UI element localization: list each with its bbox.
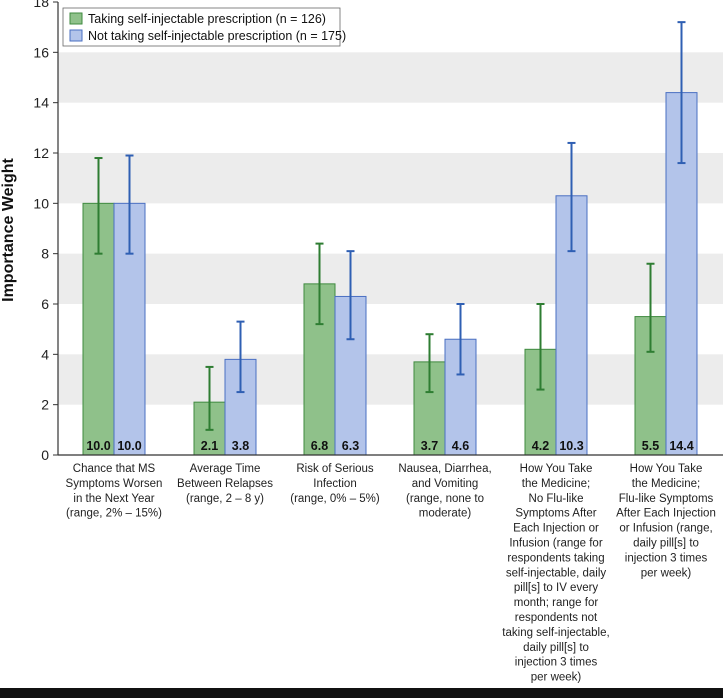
category-label-line: month; range for <box>514 597 599 609</box>
category-label: How You Take the Medicine; Flu-like Sympto… <box>616 463 716 579</box>
legend-swatch-taking <box>69 12 83 25</box>
category-label-line: Between Relapses <box>177 478 273 490</box>
category-label-line: and Vomiting <box>412 478 479 490</box>
category-label: Risk of Serious Infection (range, 0% – 5%) <box>290 463 380 505</box>
category-label-line: (range, none to <box>406 493 484 505</box>
category-label-line: daily pill[s] to <box>523 642 589 654</box>
category-label-line: Average Time <box>190 463 261 475</box>
grid-band <box>58 253 723 304</box>
category-label-line: the Medicine; <box>522 478 590 490</box>
axes-layer: 0 2 4 6 8 10 12 14 16 18 <box>33 0 723 463</box>
category-label-line: Symptoms After <box>515 508 596 520</box>
category-label-line: Flu-like Symptoms <box>619 493 714 505</box>
category-label-line: (range, 0% – 5%) <box>290 493 380 505</box>
category-label-line: Infusion (range for <box>509 538 603 550</box>
category-label-line: pill[s] to IV every <box>514 582 599 594</box>
legend-label-taking: Taking self-injectable prescription (n =… <box>88 12 326 26</box>
legend: Taking self-injectable prescription (n =… <box>62 7 346 47</box>
category-label: Average Time Between Relapses (range, 2 – … <box>177 463 273 505</box>
value-label-taking: 5.5 <box>642 439 659 453</box>
category-label-line: respondents not <box>515 612 598 624</box>
category-label-line: injection 3 times <box>625 552 708 564</box>
category-label-line: How You Take <box>630 463 703 475</box>
y-tick-label: 12 <box>33 145 49 161</box>
grid-band <box>58 52 723 103</box>
category-label: How You Take the Medicine; No Flu-like Symp… <box>502 463 609 684</box>
error-bars-layer <box>94 21 686 431</box>
grid-band <box>58 354 723 405</box>
y-tick-label: 0 <box>41 447 49 463</box>
value-label-taking: 10.0 <box>86 439 110 453</box>
y-tick-label: 2 <box>41 397 49 413</box>
value-label-taking: 6.8 <box>311 439 328 453</box>
category-label-line: Symptoms Worsen <box>66 478 163 490</box>
value-label-taking: 3.7 <box>421 439 438 453</box>
bottom-border <box>0 688 723 698</box>
category-label-line: Chance that MS <box>73 463 156 475</box>
category-label-line: the Medicine; <box>632 478 700 490</box>
grid-band <box>58 153 723 204</box>
value-label-not-taking: 6.3 <box>342 439 359 453</box>
category-label-line: (range, 2 – 8 y) <box>186 493 264 505</box>
category-label-line: Nausea, Diarrhea, <box>398 463 491 475</box>
legend-box <box>62 7 341 47</box>
y-tick-label: 8 <box>41 246 49 262</box>
value-label-taking: 4.2 <box>532 439 549 453</box>
value-label-not-taking: 10.0 <box>117 439 141 453</box>
category-label-line: (range, 2% – 15%) <box>66 508 162 520</box>
category-label-line: Each Injection or <box>513 523 599 535</box>
category-label-line: in the Next Year <box>73 493 154 505</box>
value-label-not-taking: 14.4 <box>669 439 693 453</box>
category-label-line: daily pill[s] to <box>633 538 699 550</box>
category-label-line: per week) <box>531 672 582 684</box>
value-label-not-taking: 10.3 <box>559 439 583 453</box>
category-label-line: No Flu-like <box>529 493 584 505</box>
category-label-line: injection 3 times <box>515 657 598 669</box>
category-label-line: or Infusion (range, <box>619 523 712 535</box>
category-label-line: taking self-injectable, <box>502 627 609 639</box>
legend-label-not-taking: Not taking self-injectable prescription … <box>88 29 346 43</box>
y-axis-label: Importance Weight <box>0 157 17 301</box>
y-tick-label: 10 <box>33 195 49 211</box>
value-label-not-taking: 3.8 <box>232 439 249 453</box>
category-label-line: Risk of Serious <box>296 463 374 475</box>
category-label-line: Infection <box>313 478 356 490</box>
category-label-line: respondents taking <box>507 552 604 564</box>
value-label-not-taking: 4.6 <box>452 439 469 453</box>
category-label-line: How You Take <box>520 463 593 475</box>
grid-bands <box>58 52 723 405</box>
category-labels-layer: Chance that MS Symptoms Worsen in the Next… <box>66 463 716 684</box>
y-tick-label: 6 <box>41 296 49 312</box>
category-label: Chance that MS Symptoms Worsen in the Next… <box>66 463 163 520</box>
category-label-line: per week) <box>641 567 692 579</box>
y-tick-label: 16 <box>33 44 49 60</box>
y-tick-label: 18 <box>33 0 49 10</box>
y-tick-label: 14 <box>33 95 49 111</box>
category-label-line: moderate) <box>419 508 472 520</box>
y-tick-label: 4 <box>41 346 49 362</box>
category-label-line: After Each Injection <box>616 508 716 520</box>
value-labels-layer: 10.0 2.1 6.8 3.7 4.2 5.5 10.0 3.8 6.3 4.6 10.3 14.4 <box>86 439 693 453</box>
category-label-line: self-injectable, daily <box>506 567 607 579</box>
value-label-taking: 2.1 <box>201 439 218 453</box>
legend-swatch-not-taking <box>69 29 83 42</box>
category-label: Nausea, Diarrhea, and Vomiting (range, non… <box>398 463 491 520</box>
